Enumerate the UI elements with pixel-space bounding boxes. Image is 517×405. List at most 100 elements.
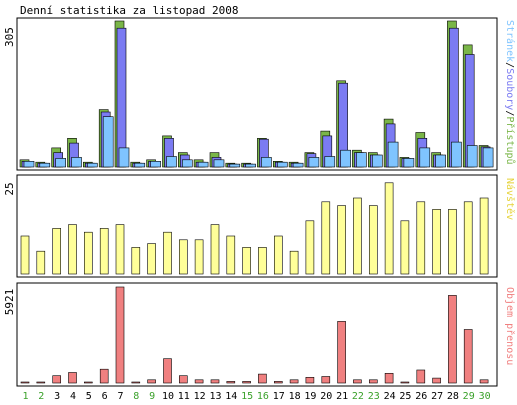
legend-stranek: Stránek	[504, 20, 516, 62]
x-tick-label-5: 5	[86, 391, 92, 402]
bar-stranek-day-9	[150, 161, 161, 168]
bar-soubory-day-7	[116, 27, 127, 168]
bar-navstev-day-14	[226, 235, 236, 275]
bar-objem-day-22	[353, 379, 362, 384]
bar-navstev-day-18	[289, 250, 299, 275]
volume-bars	[20, 286, 489, 384]
bar-objem-day-18	[289, 379, 299, 384]
visits-bars	[20, 182, 489, 275]
bar-stranek-day-11	[182, 159, 193, 168]
chart-title: Denní statistika za listopad 2008	[20, 4, 239, 17]
bar-objem-day-14	[226, 381, 236, 384]
bar-objem-day-17	[273, 381, 283, 384]
x-tick-label-12: 12	[194, 391, 206, 402]
bar-navstev-day-11	[179, 239, 188, 275]
bar-stranek-day-13	[213, 159, 225, 168]
bar-navstev-day-29	[463, 201, 473, 275]
bar-stranek-day-23	[371, 154, 383, 168]
bar-objem-day-15	[242, 381, 251, 384]
x-tick-label-17: 17	[273, 391, 285, 402]
x-tick-label-27: 27	[431, 391, 443, 402]
x-tick-label-26: 26	[415, 391, 427, 402]
bar-objem-day-24	[384, 372, 394, 384]
x-tick-label-13: 13	[209, 391, 221, 402]
bar-navstev-day-15	[242, 247, 251, 275]
hits-bars	[19, 20, 494, 168]
bar-navstev-day-3	[52, 228, 62, 275]
legend-pristupu: Přístupů	[504, 116, 516, 164]
bar-stranek-day-21	[340, 149, 351, 168]
x-tick-label-18: 18	[289, 391, 301, 402]
x-tick-label-29: 29	[463, 391, 475, 402]
bar-navstev-day-9	[147, 243, 156, 275]
x-tick-label-23: 23	[368, 391, 380, 402]
bar-navstev-day-12	[194, 239, 204, 275]
bar-objem-day-19	[305, 376, 315, 384]
bar-stranek-day-14	[229, 163, 241, 168]
bar-objem-day-8	[131, 381, 141, 384]
x-tick-label-14: 14	[225, 391, 237, 402]
bar-navstev-day-5	[84, 231, 93, 275]
x-tick-label-10: 10	[162, 391, 174, 402]
volume-max-label: 5921	[3, 289, 16, 316]
bar-stranek-day-16	[261, 157, 272, 168]
bar-objem-day-3	[52, 375, 62, 384]
bar-objem-day-4	[68, 372, 77, 384]
bar-objem-day-21	[337, 321, 346, 384]
bar-navstev-day-24	[384, 182, 394, 275]
x-tick-label-20: 20	[320, 391, 332, 402]
bar-stranek-day-30	[482, 147, 494, 168]
x-tick-label-22: 22	[352, 391, 364, 402]
bar-objem-day-29	[463, 329, 473, 384]
bar-navstev-day-16	[258, 247, 267, 275]
bar-navstev-day-19	[305, 220, 315, 275]
x-tick-label-6: 6	[102, 391, 108, 402]
visits-max-label: 25	[3, 182, 16, 195]
bar-stranek-day-26	[419, 147, 431, 168]
x-tick-label-19: 19	[304, 391, 316, 402]
legend-soubory: Soubory	[504, 68, 515, 110]
x-tick-label-25: 25	[399, 391, 411, 402]
bar-stranek-day-29	[466, 145, 478, 168]
bar-objem-day-9	[147, 379, 156, 384]
x-axis-labels: 1 2 3 4 5 6 7 8 9 10 11 12 13 14 15 16 17 18 19 20 21 22 23 24 2…	[22, 391, 490, 402]
bar-stranek-day-27	[435, 154, 446, 168]
bar-stranek-day-5	[87, 162, 98, 168]
bar-navstev-day-22	[353, 197, 362, 275]
bar-navstev-day-2	[36, 250, 46, 275]
legend-separator-1: /	[504, 62, 515, 68]
bar-stranek-day-18	[292, 162, 304, 168]
bar-stranek-day-12	[197, 161, 209, 168]
bar-stranek-day-22	[356, 152, 367, 168]
bar-navstev-day-20	[321, 201, 331, 275]
bar-objem-day-1	[20, 381, 30, 384]
bar-objem-day-7	[115, 286, 125, 384]
bar-navstev-day-23	[368, 205, 378, 275]
bar-objem-day-12	[194, 379, 204, 384]
legend-separator-2: /	[504, 110, 515, 116]
bar-navstev-day-30	[479, 197, 489, 275]
visits-legend: Návštěv	[504, 178, 516, 220]
bar-stranek-day-24	[387, 141, 399, 168]
bar-objem-day-27	[432, 377, 441, 384]
bar-navstev-day-21	[337, 205, 346, 275]
bar-navstev-day-26	[416, 201, 426, 275]
bar-objem-day-26	[416, 369, 426, 384]
x-tick-label-16: 16	[257, 391, 269, 402]
bar-objem-day-30	[479, 379, 489, 384]
hits-legend: Stránek/Soubory/Přístupů	[504, 20, 516, 165]
x-tick-label-2: 2	[38, 391, 44, 402]
bar-stranek-day-1	[23, 161, 35, 168]
bar-navstev-day-1	[20, 235, 30, 275]
bar-navstev-day-25	[400, 220, 410, 275]
bar-stranek-day-17	[276, 161, 288, 168]
bar-navstev-day-6	[99, 228, 109, 275]
x-tick-label-9: 9	[149, 391, 155, 402]
bar-stranek-day-7	[118, 147, 130, 168]
bar-objem-day-16	[258, 373, 267, 384]
bar-stranek-day-6	[102, 116, 114, 168]
bar-navstev-day-13	[210, 224, 220, 275]
bar-navstev-day-10	[163, 231, 172, 275]
bar-stranek-day-8	[134, 162, 146, 168]
